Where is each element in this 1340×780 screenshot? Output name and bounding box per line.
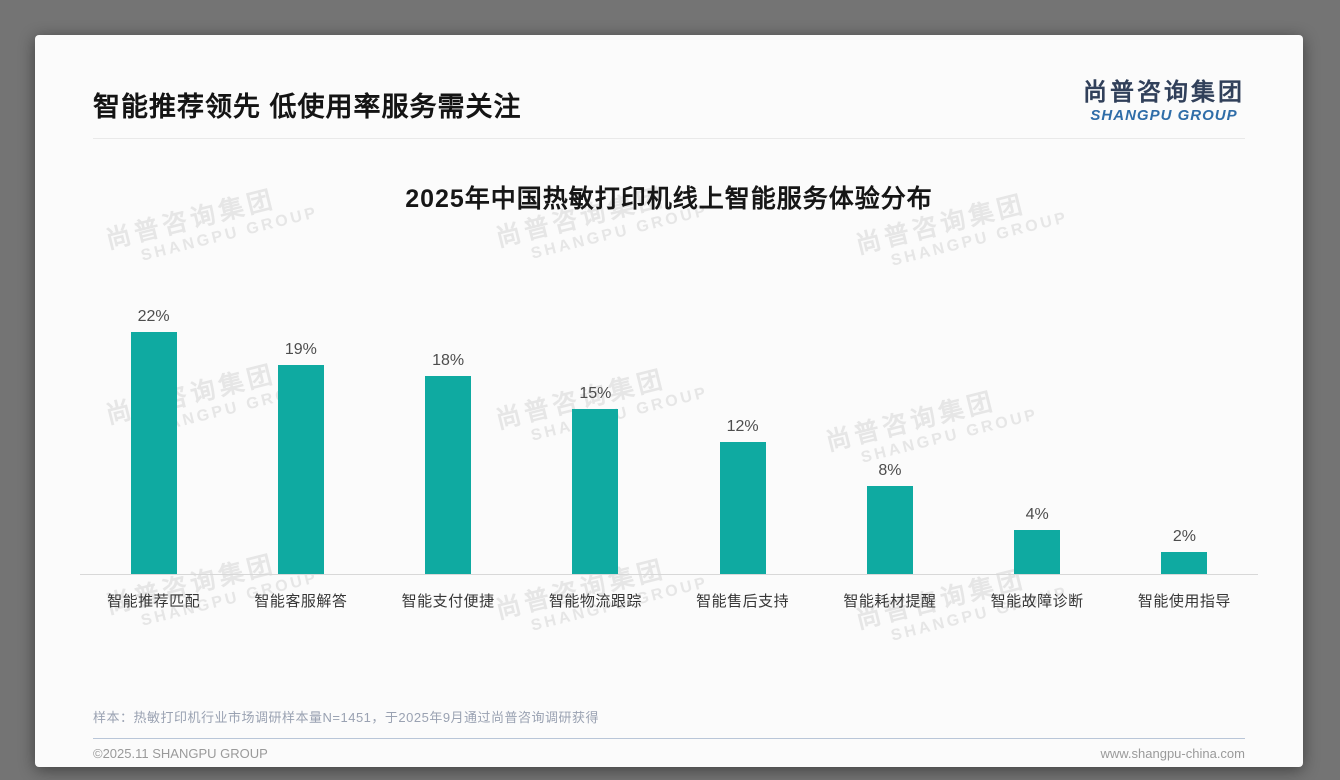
logo-text-cn: 尚普咨询集团 (1083, 79, 1245, 106)
category-label: 智能耗材提醒 (843, 593, 937, 610)
bar-column: 15% (522, 385, 669, 574)
title-divider (93, 138, 1245, 139)
bar-value-label: 18% (432, 352, 465, 369)
chart-bars: 22% 19% 18% 15% 12% 8% 4% 2% (80, 273, 1258, 575)
bar (277, 365, 324, 574)
category-label: 智能支付便捷 (401, 593, 495, 610)
bar-value-label: 8% (878, 462, 902, 479)
category-label: 智能客服解答 (254, 593, 348, 610)
bar-column: 12% (669, 418, 816, 574)
bar (572, 409, 619, 574)
bar-value-label: 2% (1172, 528, 1196, 545)
logo-text-en: SHANGPU GROUP (1090, 106, 1238, 124)
slide-card: 尚普咨询集团 SHANGPU GROUP 尚普咨询集团 SHANGPU GROU… (35, 35, 1303, 767)
sample-note: 样本：热敏打印机行业市场调研样本量N=1451，于2025年9月通过尚普咨询调研… (93, 710, 600, 725)
bar-column: 19% (227, 341, 374, 574)
website-url: www.shangpu-china.com (1100, 746, 1245, 761)
page-title: 智能推荐领先 低使用率服务需关注 (93, 92, 522, 122)
bar (719, 442, 766, 574)
bar-value-label: 22% (137, 308, 170, 325)
company-logo: 尚普咨询集团 SHANGPU GROUP (1083, 79, 1245, 124)
bar-column: 8% (816, 462, 963, 574)
bar-column: 18% (375, 352, 522, 574)
bar-value-label: 12% (726, 418, 759, 435)
bar-column: 4% (964, 506, 1111, 574)
bar (130, 332, 177, 574)
footer: ©2025.11 SHANGPU GROUP www.shangpu-china… (93, 746, 1245, 761)
bar (425, 376, 472, 574)
bar (1161, 552, 1208, 574)
bar (866, 486, 913, 574)
bar-value-label: 19% (284, 341, 317, 358)
header: 智能推荐领先 低使用率服务需关注 尚普咨询集团 SHANGPU GROUP (35, 35, 1303, 124)
copyright-text: ©2025.11 SHANGPU GROUP (93, 746, 268, 761)
bar-column: 2% (1111, 528, 1258, 574)
chart-title: 2025年中国热敏打印机线上智能服务体验分布 (405, 185, 933, 213)
chart-labels: 智能推荐匹配 智能客服解答 智能支付便捷 智能物流跟踪 智能售后支持 智能耗材提醒 智能故障… (80, 575, 1258, 611)
bar-value-label: 4% (1025, 506, 1049, 523)
bar-chart: 22% 19% 18% 15% 12% 8% 4% 2% 智能推荐匹配 智能客服解答 智能支付便捷… (80, 273, 1258, 611)
footer-divider (93, 738, 1245, 739)
bar-column: 22% (80, 308, 227, 574)
bar-value-label: 15% (579, 385, 612, 402)
bar (1014, 530, 1061, 574)
category-label: 智能故障诊断 (990, 593, 1084, 610)
category-label: 智能使用指导 (1137, 593, 1231, 610)
category-label: 智能推荐匹配 (107, 593, 201, 610)
category-label: 智能售后支持 (696, 593, 790, 610)
category-label: 智能物流跟踪 (548, 593, 642, 610)
